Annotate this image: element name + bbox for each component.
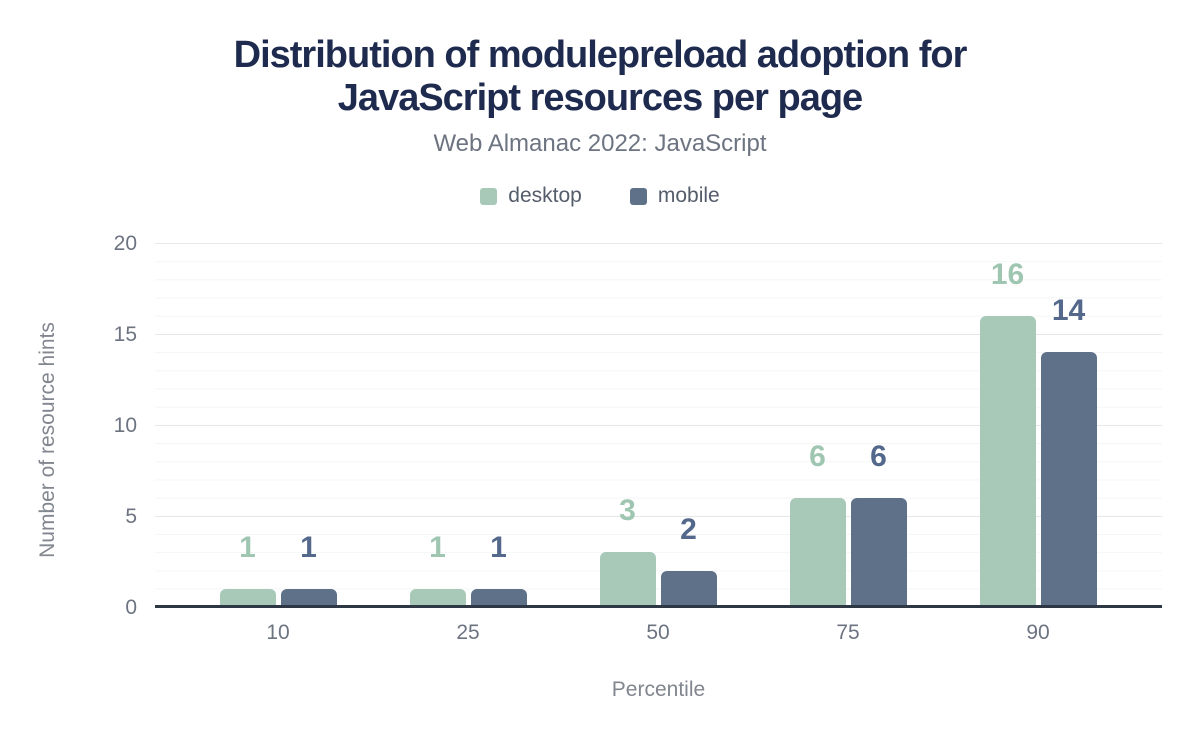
legend-label-desktop: desktop [508,184,582,207]
chart-subtitle: Web Almanac 2022: JavaScript [433,130,767,157]
chart-title: Distribution of modulepreload adoption f… [0,34,1200,121]
x-tick-label: 25 [456,621,480,644]
desktop-value-label: 3 [619,494,636,528]
bar-group-p25: 1 1 25 [373,243,563,644]
y-tick-label-10: 10 [113,414,137,437]
legend: desktop mobile [0,184,1200,208]
desktop-bar[interactable] [219,588,276,607]
mobile-bar[interactable] [660,570,717,607]
mobile-value-label: 14 [1051,294,1086,328]
chart-title-line-2: JavaScript resources per page [337,77,863,120]
mobile-value-label: 2 [680,512,697,546]
desktop-bar[interactable] [599,552,656,607]
mobile-bar[interactable] [1040,352,1097,607]
legend-label-mobile: mobile [657,184,720,207]
x-tick-label: 50 [646,621,670,644]
bar-group-p90: 16 14 90 [943,243,1133,644]
mobile-bar[interactable] [850,497,907,607]
mobile-bar[interactable] [470,588,527,607]
y-tick-label-0: 0 [125,596,137,619]
desktop-bar[interactable] [979,315,1036,607]
desktop-bar[interactable] [789,497,846,607]
bar-group-p75: 6 6 75 [753,243,943,644]
x-tick-label: 90 [1026,621,1050,644]
bar-group-p50: 3 2 50 [563,243,753,644]
desktop-value-label: 6 [809,439,826,473]
y-tick-label-5: 5 [125,505,137,528]
x-tick-label: 75 [836,621,860,644]
y-tick-label-15: 15 [113,323,137,346]
x-axis-title: Percentile [611,678,706,701]
legend-item-desktop[interactable]: desktop [480,184,582,208]
legend-item-mobile[interactable]: mobile [629,184,720,208]
desktop-value-label: 16 [990,257,1025,291]
x-axis-line [155,605,1162,608]
y-tick-label-20: 20 [113,232,137,255]
bar-group-p10: 1 1 10 [183,243,373,644]
desktop-value-label: 1 [239,530,256,564]
mobile-value-label: 1 [300,530,317,564]
desktop-bar[interactable] [409,588,466,607]
mobile-value-label: 6 [870,439,887,473]
mobile-swatch-icon [629,187,647,205]
desktop-swatch-icon [480,187,498,205]
mobile-bar[interactable] [280,588,337,607]
plot-area: 1 1 10 1 1 25 3 [155,243,1162,644]
x-tick-label: 10 [266,621,290,644]
chart-title-line-1: Distribution of modulepreload adoption f… [233,34,968,76]
mobile-value-label: 1 [490,530,507,564]
desktop-value-label: 1 [429,530,446,564]
